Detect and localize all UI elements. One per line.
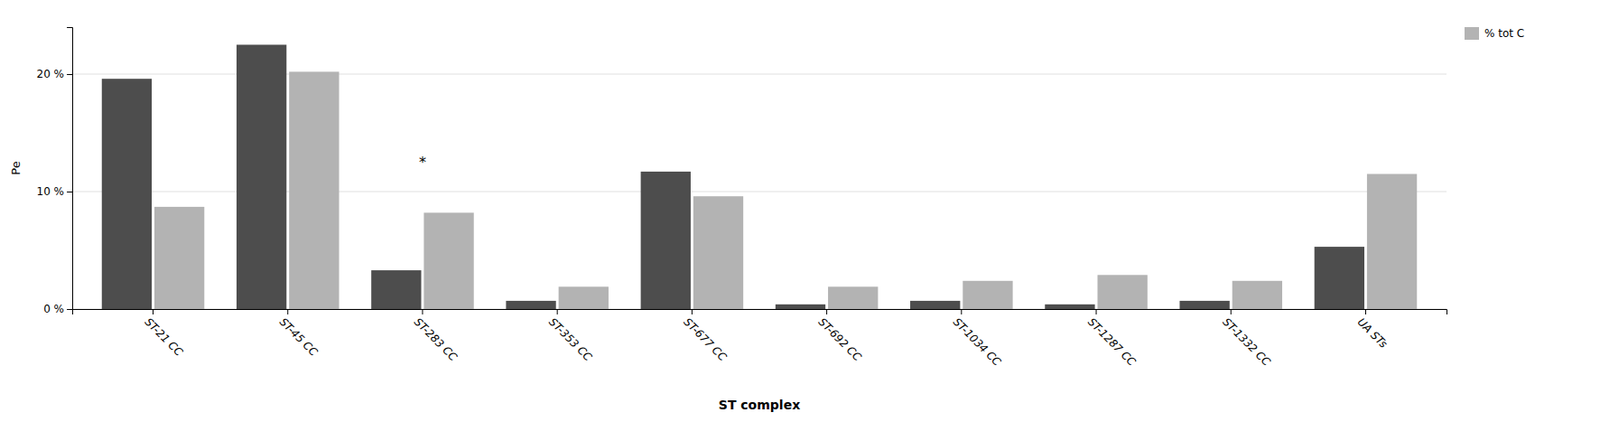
bar xyxy=(962,280,1013,309)
x-axis-title: ST complex xyxy=(718,397,800,412)
bar xyxy=(1232,280,1283,309)
bar xyxy=(236,45,287,310)
bar xyxy=(558,286,609,309)
y-tick: 0 % xyxy=(43,302,73,316)
y-tick: 20 % xyxy=(37,67,74,81)
bars xyxy=(102,45,1417,310)
x-tick: UA STs xyxy=(1355,308,1391,351)
plot-area: 0 % 10 % 20 % ST-21 CC ST-45 CC ST-283 CC ST-3… xyxy=(37,27,1526,369)
x-tick-label: ST-353 CC xyxy=(546,315,596,364)
bar-series xyxy=(102,45,1365,310)
x-axis: ST-21 CC ST-45 CC ST-283 CC ST-353 CC ST-677… xyxy=(73,308,1448,369)
x-tick-label: ST-283 CC xyxy=(411,315,461,364)
x-tick-label: ST-692 CC xyxy=(816,315,866,364)
bar xyxy=(102,78,152,309)
x-tick-label: ST-1332 CC xyxy=(1219,315,1274,369)
bar xyxy=(1179,300,1229,309)
x-tick: ST-283 CC xyxy=(411,308,461,364)
bar xyxy=(288,71,339,309)
x-tick-mark xyxy=(691,308,693,315)
bar xyxy=(827,286,878,309)
bar xyxy=(154,206,205,309)
y-tick-mark xyxy=(66,308,73,310)
bar xyxy=(775,304,826,309)
x-tick-mark xyxy=(287,308,289,315)
bar xyxy=(1044,304,1095,309)
annotation: * xyxy=(418,153,427,171)
legend-swatch xyxy=(1464,27,1480,40)
x-tick: ST-1287 CC xyxy=(1085,308,1139,369)
x-tick-mark xyxy=(421,308,423,315)
x-tick-label: ST-1034 CC xyxy=(950,315,1005,369)
x-tick-mark xyxy=(152,308,154,315)
y-tick-label: 0 % xyxy=(43,302,65,316)
y-axis: 0 % 10 % 20 % xyxy=(37,27,74,317)
x-tick: ST-353 CC xyxy=(546,308,596,364)
y-axis-title: Pe xyxy=(9,160,23,175)
bar xyxy=(505,300,556,309)
x-tick: ST-1034 CC xyxy=(950,308,1005,369)
x-tick-label: ST-21 CC xyxy=(142,315,187,359)
x-tick: ST-677 CC xyxy=(680,308,730,364)
x-tick-label: UA STs xyxy=(1355,315,1391,351)
bar xyxy=(1314,246,1365,309)
x-tick-label: ST-677 CC xyxy=(680,315,730,364)
x-tick-mark xyxy=(557,308,559,315)
x-tick: ST-21 CC xyxy=(142,308,187,359)
x-tick-mark xyxy=(1230,308,1232,315)
y-axis-line xyxy=(66,27,74,310)
chart: 0 % 10 % 20 % ST-21 CC ST-45 CC ST-283 CC ST-3… xyxy=(0,0,1600,422)
x-tick: ST-45 CC xyxy=(277,308,321,359)
bar-series xyxy=(154,71,1417,309)
x-tick: ST-692 CC xyxy=(816,308,866,364)
x-tick-mark xyxy=(960,308,962,315)
bar xyxy=(1097,274,1147,309)
y-tick-label: 20 % xyxy=(37,67,66,81)
bar xyxy=(371,269,421,309)
bar xyxy=(423,212,474,309)
bar xyxy=(1367,174,1417,310)
x-tick-mark xyxy=(826,308,828,315)
legend-item: % tot C xyxy=(1464,27,1525,40)
bar xyxy=(910,300,960,309)
bar xyxy=(693,195,744,309)
y-tick-label: 10 % xyxy=(37,185,66,198)
x-tick-label: ST-1287 CC xyxy=(1085,315,1139,369)
bar xyxy=(641,171,691,309)
x-tick-mark xyxy=(1365,308,1367,315)
legend: % tot C xyxy=(1464,27,1525,40)
y-tick-mark xyxy=(66,74,73,75)
x-tick-label: ST-45 CC xyxy=(277,315,321,359)
x-tick-mark xyxy=(1096,308,1098,315)
y-tick-mark xyxy=(66,191,73,193)
y-tick: 10 % xyxy=(37,185,74,198)
x-tick: ST-1332 CC xyxy=(1219,308,1274,369)
legend-label: % tot C xyxy=(1484,27,1525,40)
x-axis-line xyxy=(73,309,1448,316)
